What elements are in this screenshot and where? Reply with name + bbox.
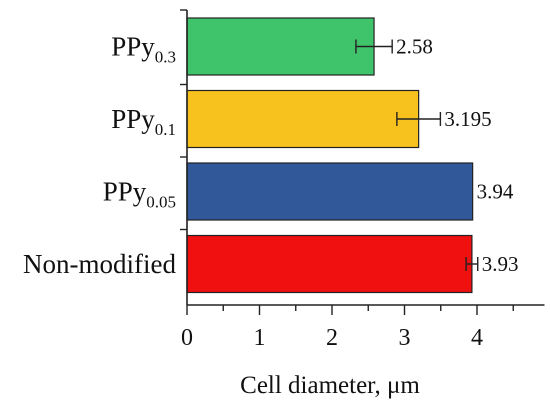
category-label-1: PPy0.1 (111, 104, 176, 139)
bar-2 (186, 162, 474, 221)
value-label-3: 3.93 (482, 252, 519, 276)
axes-layer: 0 1 2 3 4 (180, 9, 545, 351)
category-label-sub-2: 0.05 (146, 193, 176, 212)
bars-layer: 2.58PPy0.33.195PPy0.13.94PPy0.053.93Non-… (23, 17, 519, 294)
category-label-sub-1: 0.1 (155, 120, 176, 139)
category-label-base-2: PPy (103, 177, 147, 207)
x-tick-label-4: 4 (471, 325, 483, 351)
category-label-base-1: PPy (111, 104, 155, 134)
value-label-0: 2.58 (396, 35, 433, 59)
bar-1 (186, 89, 420, 149)
value-label-2: 3.94 (477, 180, 514, 204)
x-axis-title: Cell diameter, μm (240, 372, 420, 399)
category-label-2: PPy0.05 (103, 177, 176, 212)
x-tick-label-0: 0 (181, 325, 193, 351)
bar-3 (186, 234, 473, 294)
category-label-3: Non-modified (23, 249, 176, 279)
x-tick-label-1: 1 (254, 325, 266, 351)
x-tick-label-2: 2 (326, 325, 338, 351)
category-label-0: PPy0.3 (111, 32, 176, 67)
x-tick-label-3: 3 (399, 325, 411, 351)
category-label-sub-0: 0.3 (155, 48, 176, 67)
category-label-base-3: Non-modified (23, 249, 176, 279)
bar-0 (186, 17, 375, 76)
value-label-1: 3.195 (444, 107, 491, 131)
category-label-base-0: PPy (111, 32, 155, 62)
